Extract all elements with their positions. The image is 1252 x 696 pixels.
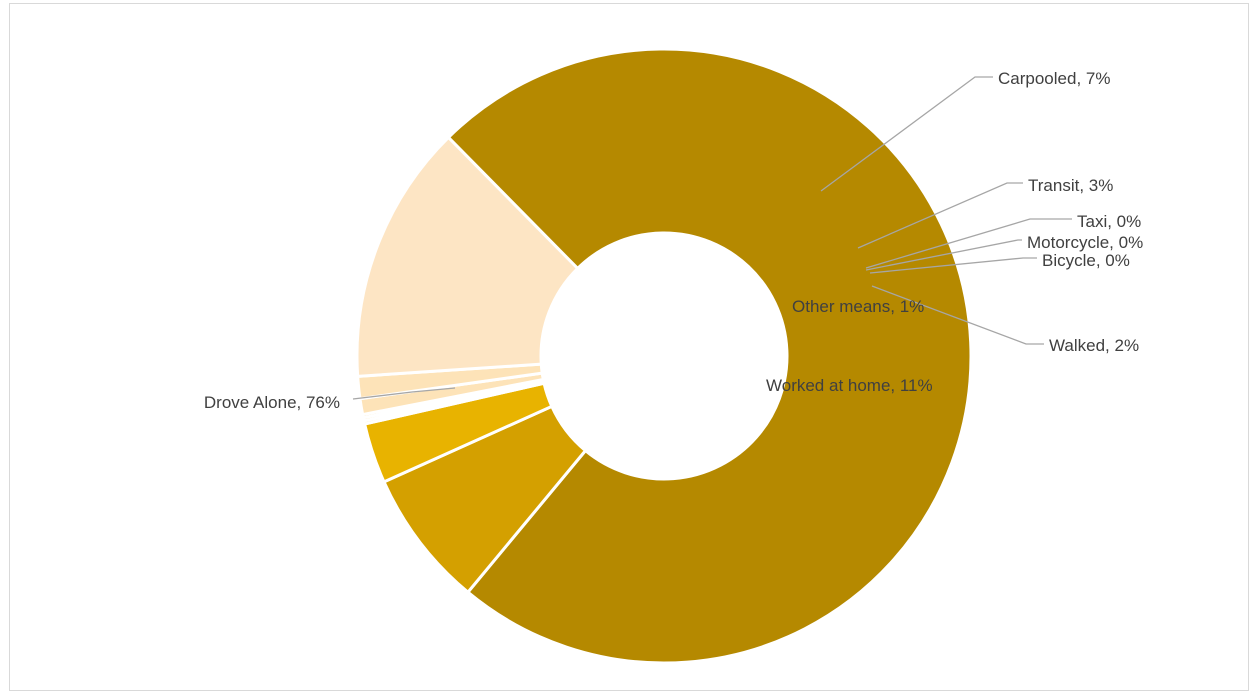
data-label-bicycle: Bicycle, 0%: [1042, 251, 1130, 270]
data-label-motorcycle: Motorcycle, 0%: [1027, 233, 1143, 252]
data-label-carpooled: Carpooled, 7%: [998, 69, 1110, 88]
leader-line-transit: [857, 182, 1023, 249]
leader-lines-group: [352, 76, 1072, 400]
leader-line-walked: [871, 285, 1044, 345]
leader-line-motorcycle: [865, 239, 1022, 271]
leader-line-drove-alone: [352, 387, 456, 400]
data-label-transit: Transit, 3%: [1028, 176, 1113, 195]
data-label-drove-alone: Drove Alone, 76%: [204, 393, 340, 412]
leader-line-carpooled: [820, 76, 993, 192]
leader-line-taxi: [865, 218, 1072, 269]
leader-line-bicycle: [869, 257, 1037, 274]
data-label-worked-at-home: Worked at home, 11%: [766, 376, 933, 395]
slice-worked-at-home: [355, 135, 580, 378]
data-labels-group: Drove Alone, 76% Carpooled, 7% Transit, …: [204, 69, 1143, 412]
data-label-taxi: Taxi, 0%: [1077, 212, 1141, 231]
data-label-walked: Walked, 2%: [1049, 336, 1139, 355]
slice-drove-alone: [445, 47, 973, 665]
slices-group: [355, 47, 973, 665]
data-label-other-means: Other means, 1%: [792, 297, 924, 316]
